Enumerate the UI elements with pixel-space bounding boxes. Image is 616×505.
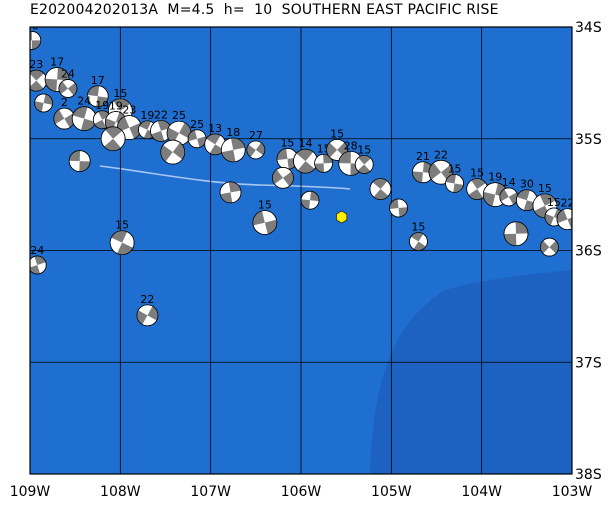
- mechanism-label: 18: [226, 126, 240, 139]
- latitude-label: 36S: [575, 244, 602, 260]
- hexagon-epicenter-icon: [336, 210, 348, 224]
- focal-mechanism-beachball: [556, 208, 572, 231]
- mechanism-label: 15: [538, 182, 552, 195]
- latitude-labels: 34S 35S 36S 37S 38S: [575, 20, 602, 483]
- focal-mechanism-beachball: [166, 120, 192, 146]
- event-title: E202004202013A M=4.5 h= 10 SOUTHERN EAST…: [30, 2, 499, 18]
- focal-mechanism-beachball: [246, 140, 266, 160]
- mechanism-label: 15: [258, 199, 272, 212]
- mechanism-label: 14: [502, 176, 516, 189]
- focal-mechanism-beachball: [30, 69, 48, 92]
- mechanism-label: 15: [411, 221, 425, 234]
- mechanism-label: 15: [547, 196, 561, 209]
- focal-mechanism-beachball: [100, 126, 126, 152]
- focal-mechanism-beachball: [109, 230, 135, 256]
- focal-mechanism-beachball: [389, 198, 408, 218]
- mechanism-label: 25: [172, 109, 186, 122]
- focal-mechanism-beachball: [314, 153, 333, 173]
- focal-mechanism-beachball: [204, 133, 227, 156]
- focal-mechanism-beachball: [58, 79, 78, 98]
- focal-mechanism-beachball: [68, 150, 91, 172]
- mechanism-label: 20: [25, 19, 39, 32]
- focal-mechanism-beachball: [409, 232, 428, 251]
- focal-mechanism-beachball: [136, 304, 159, 327]
- mechanism-label: 2: [61, 96, 68, 109]
- focal-mechanism-beachball: [540, 237, 559, 257]
- mechanism-label: 28: [344, 139, 358, 152]
- mechanism-label: 15: [280, 136, 294, 149]
- mechanism-label: 17: [91, 74, 105, 87]
- mechanism-label: 19: [95, 99, 109, 112]
- mechanism-label: 22: [140, 293, 154, 306]
- focal-mechanism-beachball: [30, 31, 42, 50]
- focal-mechanism-beachball: [34, 93, 53, 113]
- longitude-label: 103W: [552, 484, 593, 500]
- mechanism-label: 21: [416, 150, 430, 163]
- focal-mechanism-beachball: [445, 174, 464, 193]
- mechanism-label: 17: [50, 56, 64, 69]
- mechanism-label: 22: [560, 197, 574, 210]
- mechanism-label: 25: [190, 118, 204, 131]
- latitude-label: 35S: [575, 132, 602, 148]
- focal-mechanism-beachball: [219, 181, 242, 204]
- latitude-label: 38S: [575, 467, 602, 483]
- mechanism-label: 22: [154, 108, 168, 121]
- mechanism-label: 15: [470, 167, 484, 180]
- mechanism-label: 24: [77, 95, 91, 108]
- focal-mechanism-beachball: [252, 210, 278, 235]
- focal-mechanism-beachball: [150, 120, 172, 142]
- longitude-label: 107W: [190, 484, 231, 500]
- mechanism-label: 30: [520, 178, 534, 191]
- longitude-label: 105W: [371, 484, 412, 500]
- focal-mechanism-beachball: [293, 148, 318, 174]
- longitude-label: 108W: [100, 484, 141, 500]
- mechanism-label: 15: [115, 219, 129, 232]
- mechanism-label: 27: [249, 129, 263, 142]
- mechanism-label: 24: [61, 67, 75, 80]
- focal-mechanism-beachball: [160, 139, 186, 165]
- focal-mechanism-beachball: [300, 190, 320, 210]
- mechanism-label: 15: [448, 162, 462, 175]
- mechanism-label: 19: [140, 109, 154, 122]
- focal-mechanism-beachball: [503, 221, 529, 247]
- mechanism-label: 14: [299, 137, 313, 150]
- focal-mechanism-beachball: [354, 155, 374, 174]
- latitude-label: 34S: [575, 20, 602, 36]
- longitude-label: 106W: [281, 484, 322, 500]
- mechanism-label: 24: [30, 244, 44, 257]
- longitude-label: 104W: [461, 484, 502, 500]
- ridge-axis-line: [99, 165, 351, 190]
- focal-mechanism-beachball: [220, 137, 246, 163]
- focal-mechanism-beachball: [369, 178, 392, 200]
- mechanism-label: 22: [434, 148, 448, 161]
- focal-mechanism-beachball: [30, 255, 47, 275]
- mechanism-label: 15: [357, 143, 371, 156]
- focal-mechanism-beachball: [187, 129, 207, 149]
- focal-mechanism-beachball: [53, 107, 76, 130]
- focal-mechanism-beachball: [272, 167, 294, 189]
- longitude-label: 109W: [10, 484, 51, 500]
- mechanism-label: 23: [122, 104, 136, 117]
- focal-mechanism-beachball: [86, 85, 109, 108]
- bathymetry-deep-region-2: [450, 340, 572, 474]
- latitude-label: 37S: [575, 355, 602, 371]
- longitude-labels: 109W 108W 107W 106W 105W 104W 103W: [10, 484, 593, 500]
- mechanism-label: 15: [330, 127, 344, 140]
- map-frame: [29, 26, 573, 475]
- mechanism-label: 15: [113, 87, 127, 100]
- mechanism-label: 23: [29, 58, 43, 71]
- mechanism-label: 13: [208, 122, 222, 135]
- focal-mechanism-beachball: [499, 187, 519, 207]
- mechanism-label: 19: [109, 99, 123, 112]
- focal-mechanism-beachball: [71, 106, 97, 131]
- mechanism-label: 19: [488, 171, 502, 184]
